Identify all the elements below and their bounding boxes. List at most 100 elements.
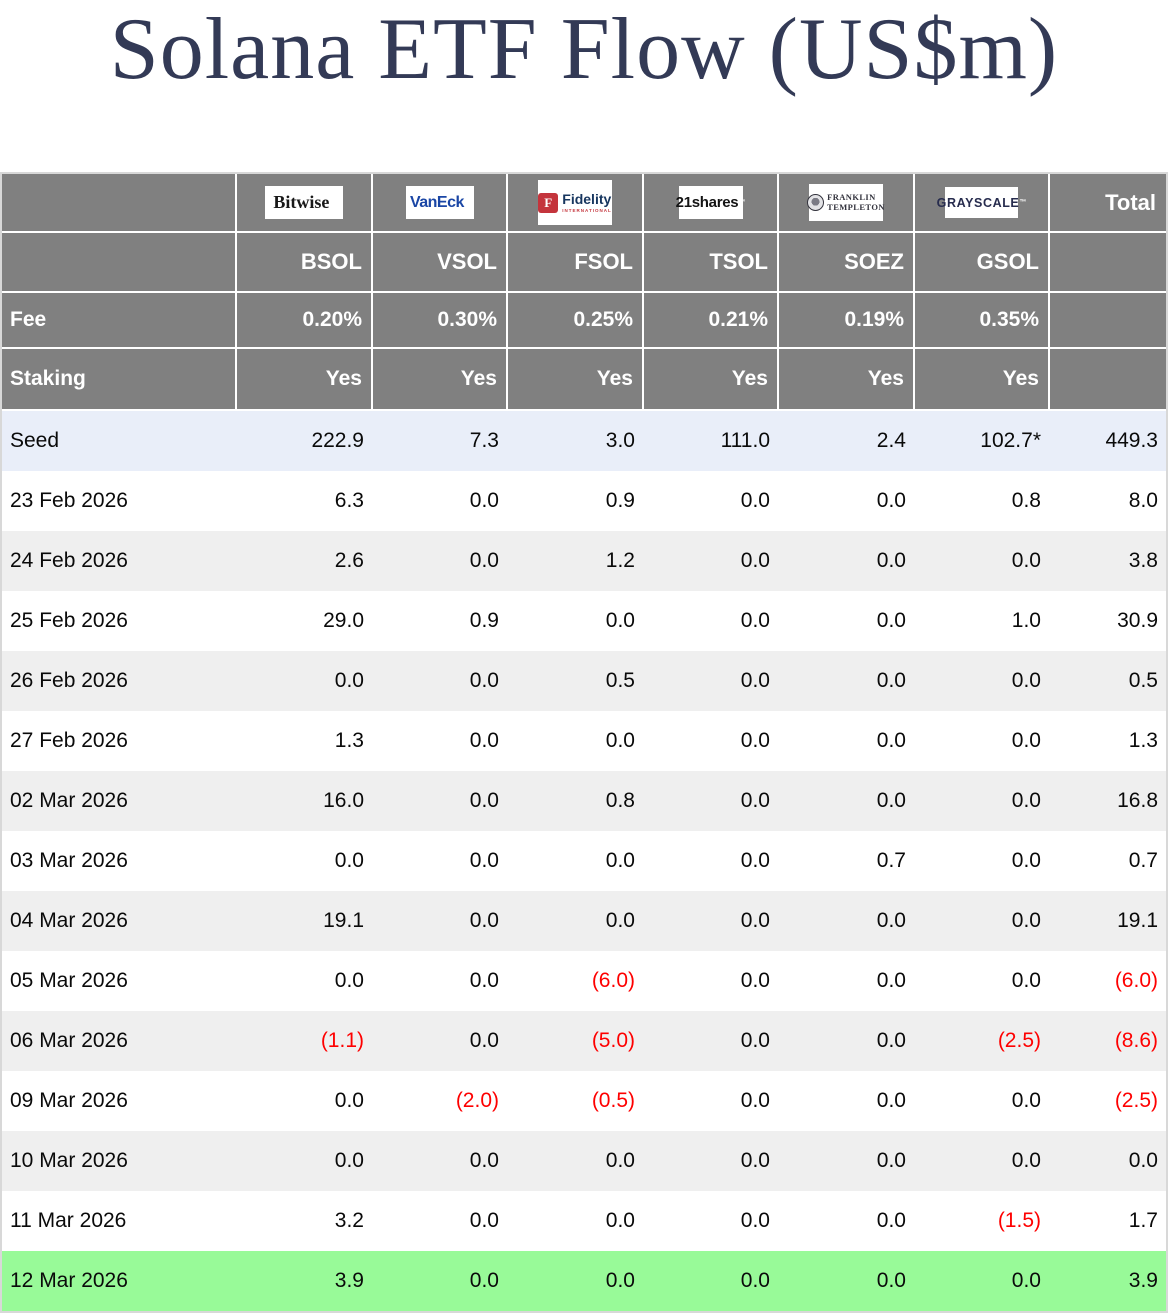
flow-value-fsol: 0.0 — [508, 1251, 644, 1311]
flow-value-vsol: 0.0 — [373, 531, 508, 591]
flow-value-vsol: 0.0 — [373, 891, 508, 951]
staking-vsol: Yes — [373, 349, 508, 411]
flow-value-fsol: 0.0 — [508, 891, 644, 951]
flow-value-tsol: 0.0 — [644, 891, 779, 951]
table-row: 02 Mar 2026 16.0 0.0 0.8 0.0 0.0 0.0 16.… — [2, 771, 1166, 831]
staking-row: Staking Yes Yes Yes Yes Yes Yes — [2, 349, 1166, 411]
flow-value-bsol: (1.1) — [237, 1011, 373, 1071]
row-date-label: 26 Feb 2026 — [2, 651, 237, 711]
table-row: 04 Mar 2026 19.1 0.0 0.0 0.0 0.0 0.0 19.… — [2, 891, 1166, 951]
flow-value-soez: 0.0 — [779, 471, 915, 531]
corner-empty-cell — [2, 174, 237, 233]
flow-value-bsol: 29.0 — [237, 591, 373, 651]
flow-value-vsol: 0.0 — [373, 951, 508, 1011]
flow-value-gsol: 0.0 — [915, 951, 1050, 1011]
bitwise-logo-text: Bitwise — [273, 192, 330, 212]
ticker-soez: SOEZ — [779, 233, 915, 293]
flow-value-tsol: 0.0 — [644, 771, 779, 831]
flow-value-tsol: 0.0 — [644, 471, 779, 531]
flow-value-soez: 0.0 — [779, 1071, 915, 1131]
ticker-tsol: TSOL — [644, 233, 779, 293]
fee-soez: 0.19% — [779, 293, 915, 349]
logo-cell-franklin-templeton: FRANKLIN TEMPLETON — [779, 174, 915, 233]
flow-value-vsol: (2.0) — [373, 1071, 508, 1131]
flow-value-fsol: 3.0 — [508, 411, 644, 471]
flow-value-fsol: 0.0 — [508, 591, 644, 651]
logo-cell-bitwise: Bitwise ® — [237, 174, 373, 233]
row-date-label: 02 Mar 2026 — [2, 771, 237, 831]
flow-value-gsol: (1.5) — [915, 1191, 1050, 1251]
row-total-cell: 16.8 — [1050, 771, 1166, 831]
table-row: Seed 222.9 7.3 3.0 111.0 2.4 102.7* 449.… — [2, 411, 1166, 471]
ticker-gsol: GSOL — [915, 233, 1050, 293]
flow-value-soez: 0.0 — [779, 1011, 915, 1071]
table-row: 12 Mar 2026 3.9 0.0 0.0 0.0 0.0 0.0 3.9 — [2, 1251, 1166, 1311]
flow-value-soez: 0.0 — [779, 771, 915, 831]
flow-value-vsol: 0.0 — [373, 711, 508, 771]
row-date-label: 06 Mar 2026 — [2, 1011, 237, 1071]
flow-value-gsol: 0.0 — [915, 1251, 1050, 1311]
fidelity-logo: F Fidelity INTERNATIONAL — [538, 180, 612, 225]
row-date-label: Seed — [2, 411, 237, 471]
flow-value-gsol: 0.0 — [915, 891, 1050, 951]
flow-value-vsol: 0.0 — [373, 771, 508, 831]
flow-value-soez: 0.7 — [779, 831, 915, 891]
flow-value-soez: 0.0 — [779, 591, 915, 651]
franklin-templeton-logo: FRANKLIN TEMPLETON — [807, 184, 884, 221]
row-date-label: 03 Mar 2026 — [2, 831, 237, 891]
21shares-logo-text: 21shares — [675, 194, 739, 211]
row-date-label: 04 Mar 2026 — [2, 891, 237, 951]
row-date-label: 23 Feb 2026 — [2, 471, 237, 531]
flow-value-fsol: 0.9 — [508, 471, 644, 531]
flow-value-gsol: 0.0 — [915, 531, 1050, 591]
flow-value-fsol: 0.0 — [508, 831, 644, 891]
table-row: 26 Feb 2026 0.0 0.0 0.5 0.0 0.0 0.0 0.5 — [2, 651, 1166, 711]
fee-row-label: Fee — [2, 293, 237, 349]
flow-value-soez: 0.0 — [779, 1191, 915, 1251]
row-total-cell: (2.5) — [1050, 1071, 1166, 1131]
flow-value-vsol: 0.0 — [373, 471, 508, 531]
ticker-bsol: BSOL — [237, 233, 373, 293]
flow-value-vsol: 7.3 — [373, 411, 508, 471]
flow-value-gsol: 0.0 — [915, 711, 1050, 771]
row-total-cell: 1.3 — [1050, 711, 1166, 771]
ticker-vsol: VSOL — [373, 233, 508, 293]
fee-bsol: 0.20% — [237, 293, 373, 349]
row-total-cell: 3.8 — [1050, 531, 1166, 591]
row-total-cell: 30.9 — [1050, 591, 1166, 651]
flow-value-fsol: 0.0 — [508, 711, 644, 771]
flow-value-bsol: 0.0 — [237, 1071, 373, 1131]
flow-value-soez: 0.0 — [779, 531, 915, 591]
flow-rows-body: Seed 222.9 7.3 3.0 111.0 2.4 102.7* 449.… — [2, 411, 1166, 1311]
flow-value-fsol: 1.2 — [508, 531, 644, 591]
ticker-row: BSOL VSOL FSOL TSOL SOEZ GSOL — [2, 233, 1166, 293]
flow-value-vsol: 0.0 — [373, 1011, 508, 1071]
flow-value-gsol: 102.7* — [915, 411, 1050, 471]
flow-value-fsol: (5.0) — [508, 1011, 644, 1071]
flow-value-gsol: 0.0 — [915, 651, 1050, 711]
21shares-logo: 21shares ™ — [675, 186, 745, 219]
flow-value-tsol: 111.0 — [644, 411, 779, 471]
flow-value-tsol: 0.0 — [644, 591, 779, 651]
flow-value-vsol: 0.0 — [373, 1251, 508, 1311]
flow-value-bsol: 1.3 — [237, 711, 373, 771]
fee-tsol: 0.21% — [644, 293, 779, 349]
flow-value-fsol: 0.0 — [508, 1131, 644, 1191]
flow-value-tsol: 0.0 — [644, 711, 779, 771]
row-total-cell: 19.1 — [1050, 891, 1166, 951]
table-row: 24 Feb 2026 2.6 0.0 1.2 0.0 0.0 0.0 3.8 — [2, 531, 1166, 591]
row-date-label: 27 Feb 2026 — [2, 711, 237, 771]
row-total-cell: (6.0) — [1050, 951, 1166, 1011]
franklin-logo-line1: FRANKLIN — [827, 192, 876, 202]
logo-cell-grayscale: GRAYSCALE ™ — [915, 174, 1050, 233]
flow-value-gsol: 1.0 — [915, 591, 1050, 651]
flow-value-bsol: 16.0 — [237, 771, 373, 831]
flow-value-soez: 0.0 — [779, 891, 915, 951]
row-date-label: 05 Mar 2026 — [2, 951, 237, 1011]
flow-value-tsol: 0.0 — [644, 1011, 779, 1071]
page-title: Solana ETF Flow (US$m) — [109, 1, 1059, 98]
table-row: 25 Feb 2026 29.0 0.9 0.0 0.0 0.0 1.0 30.… — [2, 591, 1166, 651]
fidelity-logo-subtext: INTERNATIONAL — [562, 208, 612, 213]
flow-value-soez: 0.0 — [779, 1131, 915, 1191]
